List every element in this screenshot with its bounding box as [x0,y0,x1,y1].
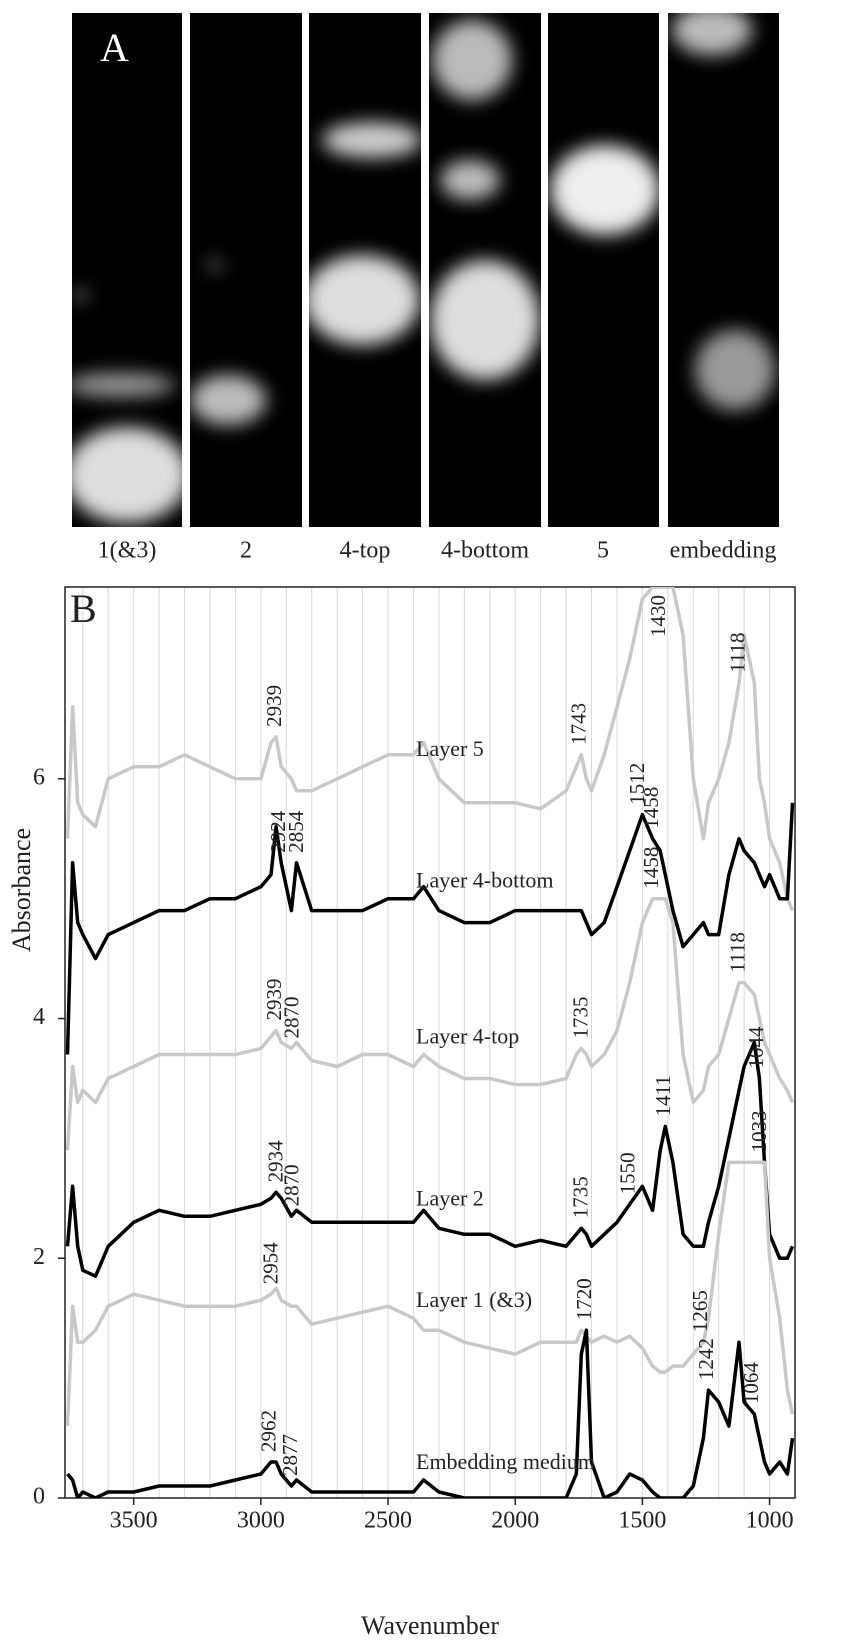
y-tick-label: 6 [33,764,45,790]
x-tick-label: 1500 [618,1508,666,1534]
x-tick-label: 2000 [491,1508,539,1534]
spectrum-line [65,1160,795,1427]
series-label: Layer 2 [416,1185,484,1210]
y-tick-label: 4 [33,1004,45,1030]
image-label: 1(&3) [98,538,157,564]
series-label: Layer 1 (&3) [416,1287,532,1312]
image-label: 5 [597,538,609,564]
peak-label: 1735 [568,996,592,1038]
peak-label: 2924 [266,810,290,853]
peak-label: 1411 [651,1075,675,1116]
peak-label: 1242 [694,1338,718,1380]
x-tick-label: 3000 [237,1508,285,1534]
image-label: embedding [670,538,777,564]
peak-label: 2939 [262,685,286,727]
plot-area [65,587,795,1498]
series-label: Layer 5 [416,736,484,761]
y-axis-label: Absorbance [7,828,36,952]
image-label: 2 [240,538,252,564]
peak-label: 2962 [256,1410,280,1452]
peak-label: 1550 [615,1152,639,1194]
peak-label: 1735 [568,1176,592,1218]
series-label: Embedding medium [416,1449,595,1474]
panel-label: B [70,586,97,631]
peak-label: 1118 [725,632,749,672]
peak-label: 1743 [566,703,590,745]
peak-label: 2870 [280,1164,304,1206]
peak-label: 1512 [625,763,649,805]
panel-label: A [100,25,129,70]
image-label: 4-top [340,538,391,564]
series-label: Layer 4-top [416,1024,519,1049]
peak-label: 2877 [278,1434,302,1476]
spectrum-line [65,1040,795,1278]
peak-label: 2854 [284,810,308,853]
peak-label: 1033 [747,1110,771,1152]
peak-label: 1044 [744,1026,768,1069]
peak-label: 2954 [258,1242,282,1285]
spectrum-line [65,587,795,912]
y-tick-label: 0 [33,1484,45,1510]
spectrum-line [65,896,795,1151]
peak-label: 1118 [725,932,749,972]
grid [82,587,771,1498]
spectrum-line [66,1328,795,1498]
x-tick-label: 3500 [110,1508,158,1534]
image-strips [72,13,779,527]
peak-label: 1458 [639,847,663,889]
image-label: 4-bottom [441,538,529,564]
series-label: Layer 4-bottom [416,868,553,893]
x-tick-label: 1000 [746,1508,794,1534]
peak-label: 1720 [572,1278,596,1320]
peak-label: 1064 [739,1362,763,1405]
peak-label: 1430 [646,595,670,637]
peak-label: 2870 [280,996,304,1038]
plot-frame [64,586,796,1499]
peak-label: 1265 [688,1290,712,1332]
x-axis-label: Wavenumber [361,1611,499,1640]
peak-label: 1458 [639,787,663,829]
x-tick-label: 2500 [364,1508,412,1534]
y-tick-label: 2 [33,1244,45,1270]
peak-label: 2939 [262,979,286,1021]
peak-label: 2934 [263,1140,287,1183]
spectrum-line [65,802,795,1055]
